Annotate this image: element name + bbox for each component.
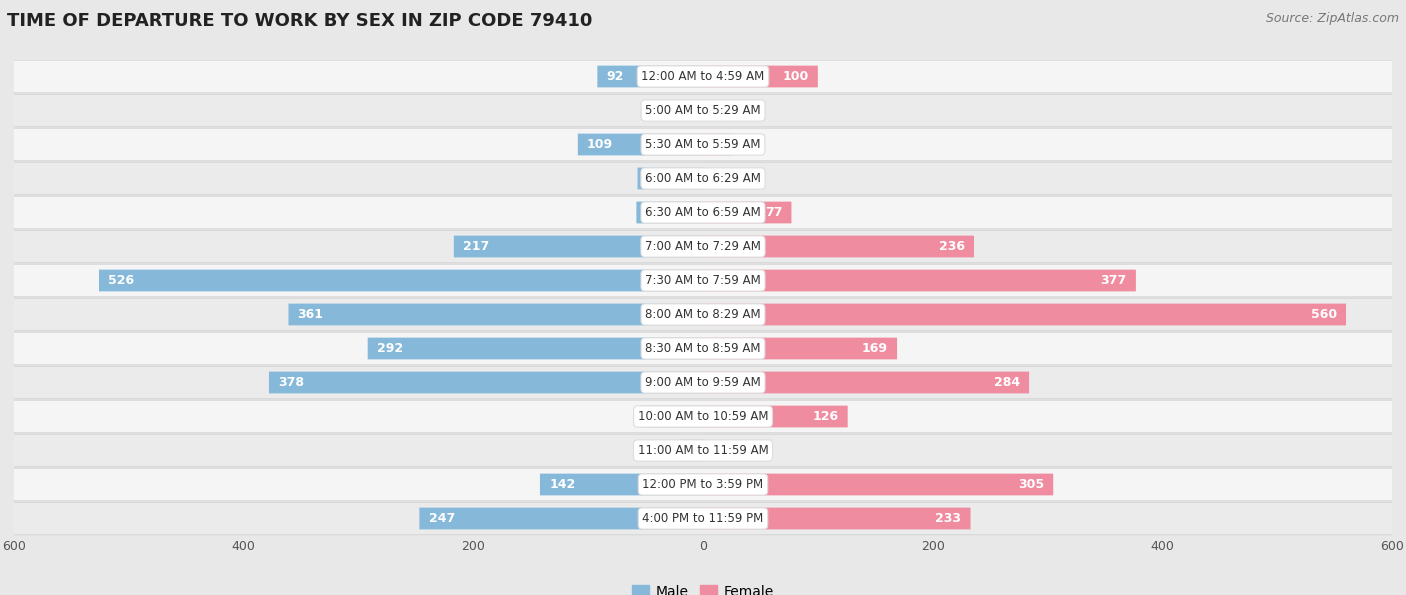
FancyBboxPatch shape <box>288 303 703 325</box>
FancyBboxPatch shape <box>98 270 703 292</box>
Text: 292: 292 <box>377 342 404 355</box>
Text: 6:00 AM to 6:29 AM: 6:00 AM to 6:29 AM <box>645 172 761 185</box>
FancyBboxPatch shape <box>703 270 1136 292</box>
FancyBboxPatch shape <box>3 332 1403 365</box>
Text: 4:00 PM to 11:59 PM: 4:00 PM to 11:59 PM <box>643 512 763 525</box>
FancyBboxPatch shape <box>681 440 703 461</box>
Text: 7:00 AM to 7:29 AM: 7:00 AM to 7:29 AM <box>645 240 761 253</box>
Text: 8:00 AM to 8:29 AM: 8:00 AM to 8:29 AM <box>645 308 761 321</box>
Text: 100: 100 <box>782 70 808 83</box>
FancyBboxPatch shape <box>703 134 731 155</box>
Text: 526: 526 <box>108 274 135 287</box>
FancyBboxPatch shape <box>703 508 970 530</box>
FancyBboxPatch shape <box>637 202 703 223</box>
Text: 217: 217 <box>463 240 489 253</box>
FancyBboxPatch shape <box>3 60 1403 93</box>
Text: 10:00 AM to 10:59 AM: 10:00 AM to 10:59 AM <box>638 410 768 423</box>
FancyBboxPatch shape <box>3 468 1403 501</box>
Text: 12:00 AM to 4:59 AM: 12:00 AM to 4:59 AM <box>641 70 765 83</box>
FancyBboxPatch shape <box>578 134 703 155</box>
Text: 109: 109 <box>588 138 613 151</box>
Text: 247: 247 <box>429 512 454 525</box>
Text: 236: 236 <box>939 240 965 253</box>
Text: 142: 142 <box>550 478 575 491</box>
FancyBboxPatch shape <box>703 202 792 223</box>
FancyBboxPatch shape <box>3 230 1403 263</box>
FancyBboxPatch shape <box>3 128 1403 161</box>
FancyBboxPatch shape <box>3 502 1403 535</box>
Text: Source: ZipAtlas.com: Source: ZipAtlas.com <box>1265 12 1399 25</box>
Text: 58: 58 <box>645 206 664 219</box>
Text: 11:00 AM to 11:59 AM: 11:00 AM to 11:59 AM <box>638 444 768 457</box>
Text: 361: 361 <box>298 308 323 321</box>
Text: 0: 0 <box>713 104 720 117</box>
Legend: Male, Female: Male, Female <box>627 580 779 595</box>
Text: 24: 24 <box>737 138 752 151</box>
FancyBboxPatch shape <box>703 236 974 258</box>
FancyBboxPatch shape <box>703 337 897 359</box>
Text: 377: 377 <box>1101 274 1126 287</box>
Text: 6:30 AM to 6:59 AM: 6:30 AM to 6:59 AM <box>645 206 761 219</box>
FancyBboxPatch shape <box>419 508 703 530</box>
FancyBboxPatch shape <box>703 474 1053 496</box>
Text: 378: 378 <box>278 376 304 389</box>
FancyBboxPatch shape <box>3 94 1403 127</box>
Text: 20: 20 <box>658 444 675 457</box>
Text: 77: 77 <box>765 206 782 219</box>
Text: 305: 305 <box>1018 478 1045 491</box>
FancyBboxPatch shape <box>3 264 1403 297</box>
FancyBboxPatch shape <box>598 65 703 87</box>
Text: 0: 0 <box>713 444 720 457</box>
Text: 8:30 AM to 8:59 AM: 8:30 AM to 8:59 AM <box>645 342 761 355</box>
FancyBboxPatch shape <box>269 372 703 393</box>
Text: 9:00 AM to 9:59 AM: 9:00 AM to 9:59 AM <box>645 376 761 389</box>
Text: 560: 560 <box>1310 308 1337 321</box>
Text: 5:30 AM to 5:59 AM: 5:30 AM to 5:59 AM <box>645 138 761 151</box>
FancyBboxPatch shape <box>3 434 1403 467</box>
Text: 169: 169 <box>862 342 887 355</box>
FancyBboxPatch shape <box>703 65 818 87</box>
FancyBboxPatch shape <box>703 372 1029 393</box>
Text: TIME OF DEPARTURE TO WORK BY SEX IN ZIP CODE 79410: TIME OF DEPARTURE TO WORK BY SEX IN ZIP … <box>7 12 592 30</box>
Text: 5:00 AM to 5:29 AM: 5:00 AM to 5:29 AM <box>645 104 761 117</box>
Text: 12:00 PM to 3:59 PM: 12:00 PM to 3:59 PM <box>643 478 763 491</box>
FancyBboxPatch shape <box>3 162 1403 195</box>
Text: 0: 0 <box>686 104 693 117</box>
Text: 92: 92 <box>606 70 624 83</box>
FancyBboxPatch shape <box>3 298 1403 331</box>
Text: 126: 126 <box>813 410 838 423</box>
FancyBboxPatch shape <box>454 236 703 258</box>
Text: 284: 284 <box>994 376 1019 389</box>
Text: 0: 0 <box>713 172 720 185</box>
Text: 54: 54 <box>650 410 668 423</box>
FancyBboxPatch shape <box>637 168 703 189</box>
FancyBboxPatch shape <box>641 406 703 427</box>
FancyBboxPatch shape <box>703 303 1346 325</box>
FancyBboxPatch shape <box>703 406 848 427</box>
Text: 7:30 AM to 7:59 AM: 7:30 AM to 7:59 AM <box>645 274 761 287</box>
Text: 233: 233 <box>935 512 962 525</box>
FancyBboxPatch shape <box>3 400 1403 433</box>
FancyBboxPatch shape <box>540 474 703 496</box>
FancyBboxPatch shape <box>3 196 1403 229</box>
Text: 57: 57 <box>647 172 664 185</box>
FancyBboxPatch shape <box>368 337 703 359</box>
FancyBboxPatch shape <box>3 366 1403 399</box>
